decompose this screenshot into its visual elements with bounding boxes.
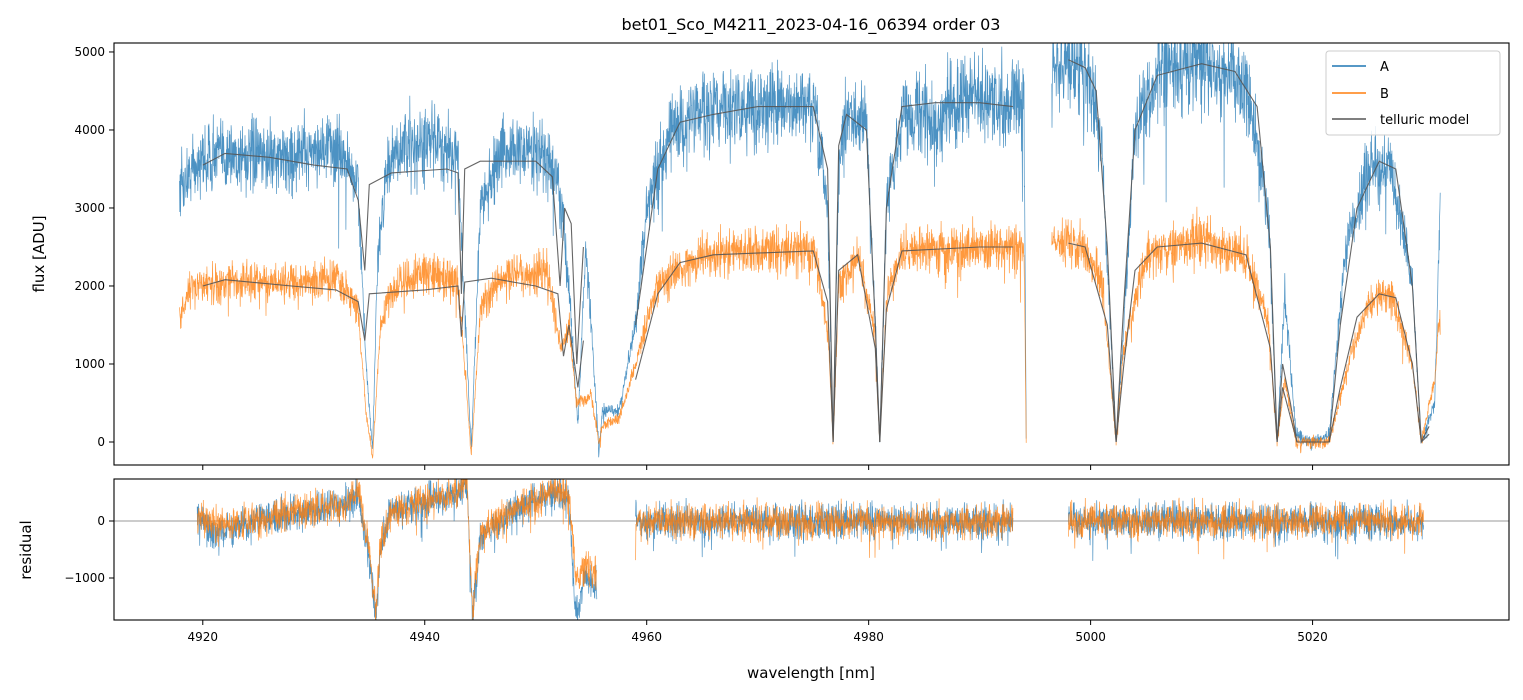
x-tick-label: 5020 — [1297, 630, 1328, 644]
series-telluric-model-line — [1068, 59, 1430, 445]
x-tick-label: 4980 — [853, 630, 884, 644]
residual-b-line — [635, 497, 1014, 561]
flux-y-tick-label: 3000 — [74, 201, 105, 215]
legend-label-telluric: telluric model — [1380, 113, 1469, 128]
residual-axes — [113, 478, 1510, 621]
series-telluric-model-line — [635, 246, 1013, 443]
x-tick-label: 4920 — [188, 630, 219, 644]
flux-y-axis-label: flux [ADU] — [30, 215, 48, 292]
series-b-line — [179, 216, 1027, 459]
flux-axes — [113, 42, 1510, 466]
flux-y-tick-label: 1000 — [74, 357, 105, 371]
flux-y-tick-label: 0 — [97, 435, 105, 449]
residual-y-axis-label: residual — [17, 520, 35, 579]
residual-b-line — [196, 479, 598, 620]
series-telluric-model-line — [635, 102, 1013, 443]
residual-y-tick-label: 0 — [97, 514, 105, 528]
flux-y-tick-label: 5000 — [74, 45, 105, 59]
series-telluric-model-line — [202, 152, 584, 365]
series-telluric-model-line — [1068, 242, 1430, 444]
x-axis-label: wavelength [nm] — [747, 664, 875, 682]
x-tick-label: 4960 — [631, 630, 662, 644]
legend-label-b: B — [1380, 87, 1389, 102]
chart-title: bet01_Sco_M4211_2023-04-16_06394 order 0… — [622, 15, 1001, 35]
legend: A B telluric model — [1325, 50, 1501, 136]
series-b-line — [1051, 206, 1441, 454]
series-telluric-model-line — [202, 277, 584, 388]
x-tick-label: 4940 — [409, 630, 440, 644]
flux-y-tick-label: 4000 — [74, 123, 105, 137]
flux-axes-frame — [113, 42, 1510, 466]
x-tick-label: 5000 — [1075, 630, 1106, 644]
residual-b-line — [1068, 497, 1424, 560]
legend-label-a: A — [1380, 60, 1389, 75]
residual-axes-frame — [113, 478, 1510, 621]
legend-frame — [1325, 50, 1501, 136]
residual-y-tick-label: −1000 — [64, 571, 105, 585]
flux-y-tick-label: 2000 — [74, 279, 105, 293]
